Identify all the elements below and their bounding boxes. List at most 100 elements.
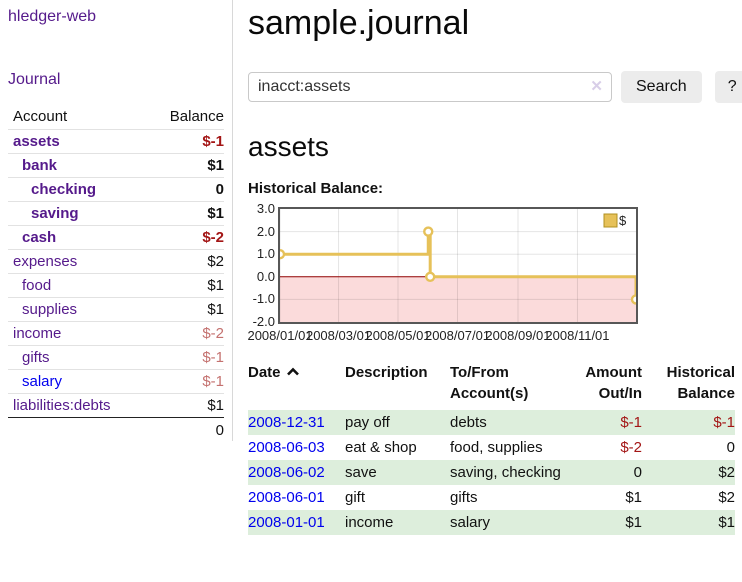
- transaction-row: 2008-01-01 income salary $1 $1: [248, 510, 735, 535]
- account-row: cash $-2: [8, 225, 224, 249]
- transaction-date-link[interactable]: 2008-06-02: [248, 464, 325, 481]
- account-balance: $-1: [202, 373, 224, 390]
- account-balance: $-1: [202, 349, 224, 366]
- app-brand-link[interactable]: hledger-web: [8, 8, 97, 25]
- account-link-cash[interactable]: cash: [22, 229, 57, 246]
- account-row: expenses $2: [8, 249, 224, 273]
- x-axis-tick-label: 2008/03/01: [305, 328, 372, 343]
- transaction-description: save: [345, 464, 377, 481]
- y-axis-tick-label: 1.0: [256, 246, 275, 262]
- clear-search-icon[interactable]: ✕: [590, 78, 603, 95]
- search-input[interactable]: [248, 72, 612, 102]
- account-link-liabilities-debts[interactable]: liabilities:debts: [13, 397, 111, 414]
- transaction-amount: $1: [625, 489, 642, 506]
- accounts-total-value: 0: [215, 422, 224, 439]
- account-balance: $1: [207, 277, 224, 294]
- account-balance: $-1: [202, 133, 224, 150]
- accounts-header-account: Account: [13, 108, 68, 125]
- transaction-description: gift: [345, 489, 366, 506]
- y-axis-tick-label: 0.0: [256, 268, 275, 284]
- transaction-row: 2008-06-02 save saving, checking 0 $2: [248, 460, 735, 485]
- register-header-row: Date Description To/From Account(s) Amou…: [248, 362, 735, 410]
- transaction-date-link[interactable]: 2008-12-31: [248, 414, 325, 431]
- help-button[interactable]: ?: [714, 71, 742, 103]
- transaction-amount: 0: [633, 464, 642, 481]
- search-button[interactable]: Search: [621, 71, 702, 103]
- transaction-balance: 0: [726, 439, 735, 456]
- account-link-food[interactable]: food: [22, 277, 52, 294]
- account-balance: $-2: [202, 229, 224, 246]
- main-content: sample.journal ✕ Search ? assets Histori…: [247, 0, 742, 535]
- account-row: saving $1: [8, 201, 224, 225]
- transaction-date-link[interactable]: 2008-01-01: [248, 514, 325, 531]
- transaction-accounts: saving, checking: [450, 464, 561, 481]
- register-table: Date Description To/From Account(s) Amou…: [248, 362, 735, 535]
- register-header-date[interactable]: Date: [248, 362, 345, 410]
- transaction-balance: $2: [718, 464, 735, 481]
- account-heading: assets: [248, 131, 329, 162]
- transaction-date-link[interactable]: 2008-06-03: [248, 439, 325, 456]
- data-point: [425, 271, 436, 283]
- account-row: food $1: [8, 273, 224, 297]
- register-header-accounts: To/From Account(s): [450, 364, 529, 402]
- accounts-table-header: Account Balance: [8, 106, 224, 129]
- transaction-row: 2008-06-03 eat & shop food, supplies $-2 0: [248, 435, 735, 460]
- transaction-date-cell: 2008-06-03: [248, 435, 345, 460]
- account-link-salary[interactable]: salary: [22, 373, 63, 390]
- account-link-gifts[interactable]: gifts: [22, 349, 50, 366]
- transaction-accounts: debts: [450, 414, 487, 431]
- account-balance: 0: [215, 181, 224, 198]
- accounts-table: Account Balance assets $-1 bank $1 checking 0…: [8, 106, 224, 443]
- account-link-bank[interactable]: bank: [22, 157, 58, 174]
- transaction-accounts: gifts: [450, 489, 478, 506]
- account-row: income $-2: [8, 321, 224, 345]
- x-axis-tick-label: 2008/07/01: [424, 328, 491, 343]
- register-header-date-label: Date: [248, 364, 281, 381]
- account-link-expenses[interactable]: expenses: [13, 253, 78, 270]
- account-link-saving[interactable]: saving: [31, 205, 79, 222]
- transaction-balance: $1: [718, 514, 735, 531]
- transaction-description: income: [345, 514, 394, 531]
- y-axis-tick-label: 2.0: [256, 223, 275, 239]
- register-header-balance: Historical Balance: [666, 364, 735, 402]
- transaction-amount: $-2: [620, 439, 642, 456]
- x-axis-tick-label: 2008/05/01: [365, 328, 431, 343]
- legend-swatch: [603, 213, 618, 228]
- sidebar: hledger-web Journal Account Balance asse…: [0, 0, 233, 441]
- x-axis-tick-label: 2008/01/01: [247, 328, 313, 343]
- x-axis-tick-label: 2008/11/01: [545, 328, 610, 343]
- account-row: salary $-1: [8, 369, 224, 393]
- sidebar-item-journal[interactable]: Journal: [8, 71, 61, 88]
- transaction-row: 2008-12-31 pay off debts $-1 $-1: [248, 410, 735, 435]
- transaction-date-cell: 2008-06-01: [248, 485, 345, 510]
- account-balance: $2: [207, 253, 224, 270]
- account-balance: $1: [207, 157, 224, 174]
- transaction-accounts: food, supplies: [450, 439, 543, 456]
- sort-ascending-icon: [286, 367, 299, 376]
- chart-plot-area: $: [278, 207, 638, 324]
- transaction-balance: $2: [718, 489, 735, 506]
- account-link-checking[interactable]: checking: [31, 181, 97, 198]
- transaction-balance: $-1: [713, 414, 735, 431]
- accounts-header-balance: Balance: [169, 108, 224, 125]
- account-row: supplies $1: [8, 297, 224, 321]
- negative-region: [280, 276, 636, 322]
- data-point: [280, 249, 286, 260]
- data-point: [630, 294, 636, 305]
- accounts-total-row: 0: [8, 417, 224, 443]
- account-link-income[interactable]: income: [13, 325, 62, 342]
- historical-balance-chart: $3.0 2.0 1.0 0.0 -1.0 -2.0 2008/01/01 2008/03/0…: [247, 201, 742, 350]
- account-balance: $1: [207, 397, 224, 414]
- register-header-amount: Amount Out/In: [585, 364, 642, 402]
- transaction-accounts: salary: [450, 514, 491, 531]
- account-link-supplies[interactable]: supplies: [22, 301, 78, 318]
- account-balance: $1: [207, 205, 224, 222]
- y-axis-tick-label: -1.0: [252, 291, 275, 307]
- account-row: gifts $-1: [8, 345, 224, 369]
- account-row: liabilities:debts $1: [8, 393, 224, 417]
- account-balance: $1: [207, 301, 224, 318]
- transaction-date-link[interactable]: 2008-06-01: [248, 489, 325, 506]
- transaction-date-cell: 2008-06-02: [248, 460, 345, 485]
- account-row: assets $-1: [8, 129, 224, 153]
- account-link-assets[interactable]: assets: [13, 133, 60, 150]
